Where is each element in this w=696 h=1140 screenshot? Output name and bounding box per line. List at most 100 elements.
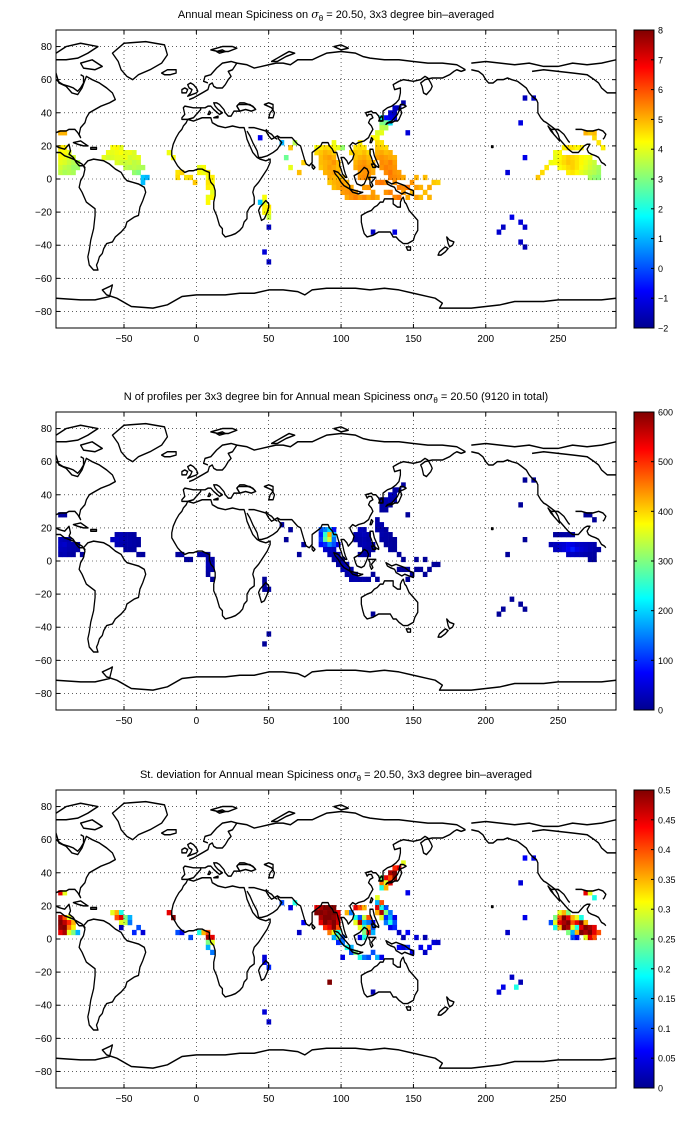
data-cell xyxy=(357,154,363,161)
data-cell xyxy=(123,150,128,156)
data-cell xyxy=(327,536,332,543)
data-cell xyxy=(557,541,563,548)
data-cell xyxy=(409,571,415,578)
data-cell xyxy=(401,944,406,951)
data-cell xyxy=(383,507,389,513)
data-cell xyxy=(349,189,354,196)
data-cell xyxy=(553,154,558,161)
data-cell xyxy=(561,924,567,931)
data-cell xyxy=(349,571,354,578)
data-cell xyxy=(201,169,207,176)
colorbar-tick-label: 0.5 xyxy=(658,786,671,796)
data-cell xyxy=(422,571,428,578)
data-cell xyxy=(379,914,385,921)
data-cell xyxy=(392,110,398,116)
data-cell xyxy=(362,954,367,960)
colorbar-tick-label: 0 xyxy=(658,1084,663,1094)
y-tick-label: 80 xyxy=(41,802,53,813)
data-cell xyxy=(561,541,567,548)
data-cell xyxy=(331,924,337,931)
data-cell xyxy=(379,159,385,166)
data-cell xyxy=(322,532,328,538)
x-tick-label: 0 xyxy=(194,716,200,727)
data-cell xyxy=(283,536,289,543)
data-cell xyxy=(409,189,415,196)
data-cell xyxy=(366,154,372,161)
data-cell xyxy=(518,880,523,886)
data-cell xyxy=(379,150,385,156)
data-cell xyxy=(570,546,576,553)
data-cell xyxy=(418,944,424,951)
data-cell xyxy=(587,934,593,941)
data-cell xyxy=(62,929,68,936)
data-cell xyxy=(179,929,185,936)
y-tick-label: −20 xyxy=(35,590,52,601)
data-cell xyxy=(118,159,124,166)
y-tick-label: −20 xyxy=(35,208,52,219)
data-cell xyxy=(566,546,571,553)
data-cell xyxy=(392,919,398,926)
data-cell xyxy=(136,541,141,548)
data-cell xyxy=(322,919,328,926)
x-tick-label: 150 xyxy=(405,716,422,727)
data-cell xyxy=(379,145,385,151)
data-cell xyxy=(401,860,406,866)
data-cell xyxy=(210,179,215,186)
data-cell xyxy=(327,174,332,181)
data-cell xyxy=(583,164,589,171)
data-cell xyxy=(366,954,372,960)
data-cell xyxy=(62,541,68,548)
data-cell xyxy=(340,145,345,151)
data-cell xyxy=(396,944,402,951)
data-cell xyxy=(557,910,563,916)
data-cell xyxy=(357,924,363,931)
data-cell xyxy=(379,527,385,533)
x-tick-label: 250 xyxy=(550,334,567,345)
data-cell xyxy=(388,174,393,181)
data-cell xyxy=(392,492,398,498)
data-cell xyxy=(579,546,584,553)
data-cell xyxy=(414,556,419,563)
data-cell xyxy=(197,929,202,936)
data-cell xyxy=(318,164,324,171)
data-cell xyxy=(362,541,367,548)
data-cell xyxy=(127,541,133,548)
data-cell xyxy=(322,905,328,911)
data-cell xyxy=(136,169,141,176)
data-cell xyxy=(340,189,345,196)
data-cell xyxy=(600,145,606,151)
data-cell xyxy=(362,194,367,200)
data-cell xyxy=(114,532,120,538)
data-cell xyxy=(592,556,597,563)
data-cell xyxy=(375,150,380,156)
data-cell xyxy=(513,984,519,990)
colorbar-tick-label: 7 xyxy=(658,55,663,65)
data-cell xyxy=(327,159,332,166)
data-cell xyxy=(210,174,215,181)
data-cell xyxy=(383,189,389,196)
data-cell xyxy=(566,154,571,161)
data-cell xyxy=(123,919,128,926)
data-cell xyxy=(362,532,367,538)
y-tick-label: −40 xyxy=(35,241,52,252)
data-cell xyxy=(561,546,567,553)
data-cell xyxy=(383,145,389,151)
data-cell xyxy=(401,100,406,106)
x-tick-label: 0 xyxy=(194,1094,200,1105)
data-cell xyxy=(579,929,584,936)
colorbar-tick-label: 200 xyxy=(658,606,673,616)
data-cell xyxy=(327,532,332,538)
data-cell xyxy=(583,512,589,518)
data-cell xyxy=(574,546,580,553)
data-cell xyxy=(566,924,571,931)
data-cell xyxy=(340,566,345,573)
data-cell xyxy=(435,561,441,568)
data-cell xyxy=(340,179,345,186)
data-cell xyxy=(370,949,376,956)
data-cell xyxy=(353,145,358,151)
data-cell xyxy=(357,532,363,538)
data-cell xyxy=(336,924,341,931)
data-cell xyxy=(587,174,593,181)
data-cell xyxy=(583,541,589,548)
data-cell xyxy=(318,914,324,921)
